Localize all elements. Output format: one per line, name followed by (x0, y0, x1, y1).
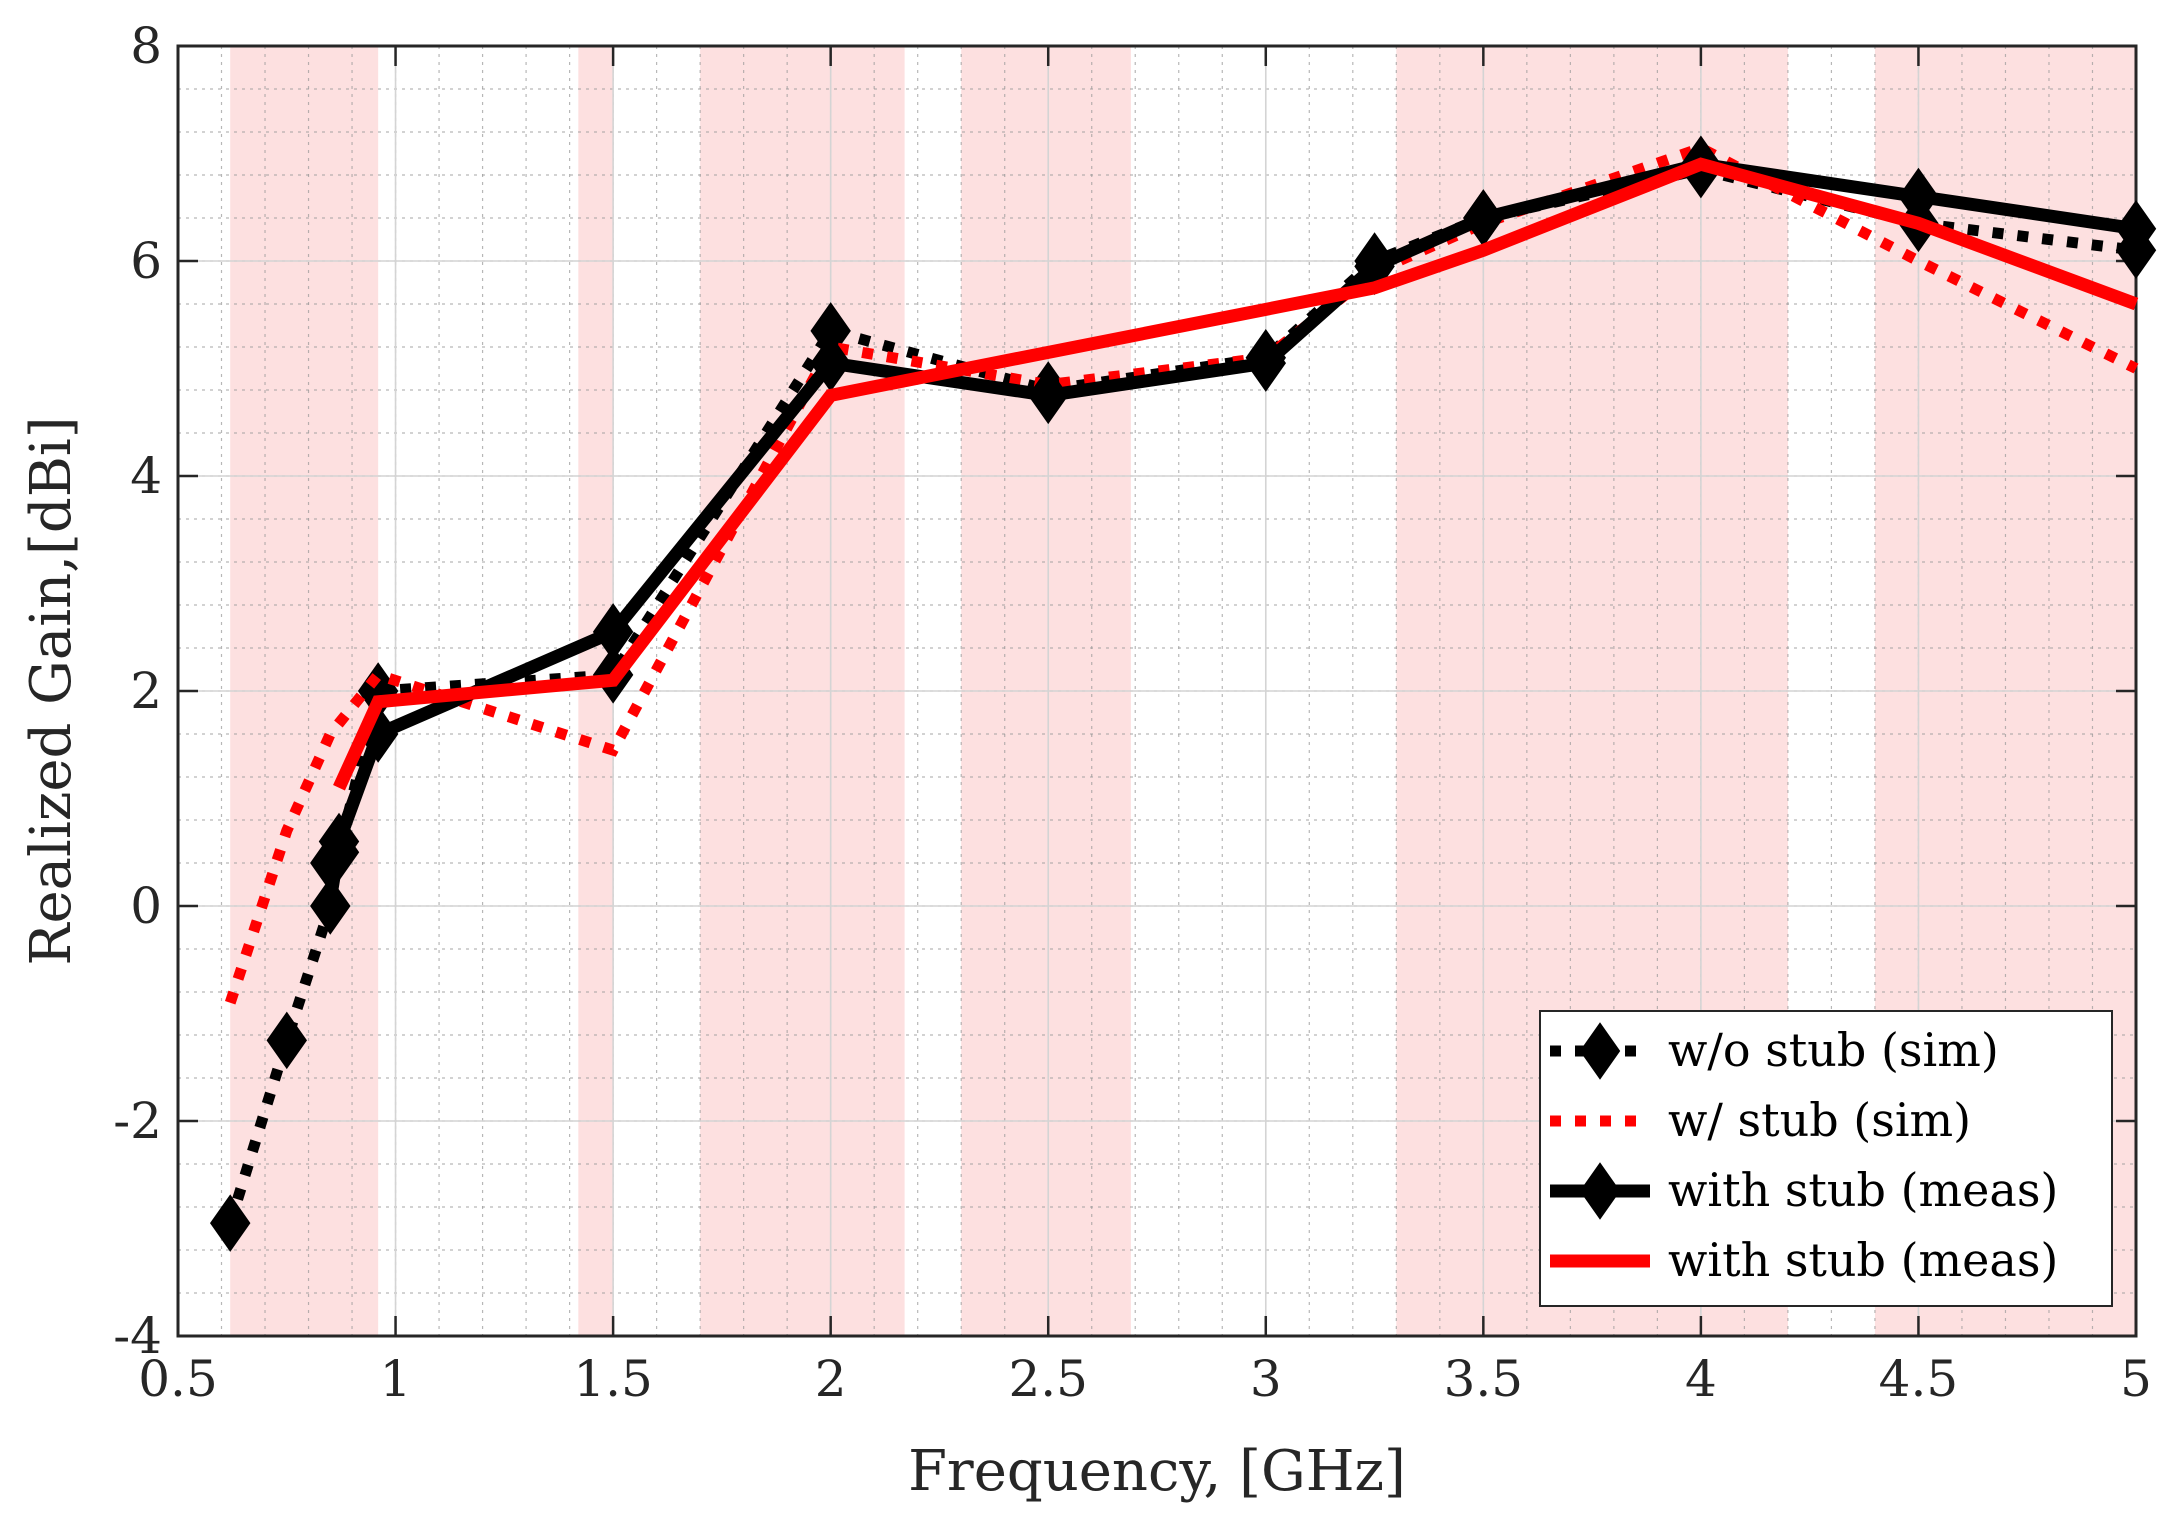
x-tick-label: 2.5 (1008, 1350, 1088, 1408)
y-tick-label: 0 (130, 877, 162, 935)
x-tick-label: 5 (2120, 1350, 2152, 1408)
legend: w/o stub (sim) w/ stub (sim) with stub (me… (1539, 1010, 2113, 1307)
y-tick-label: 8 (130, 17, 162, 75)
y-tick-label: -2 (113, 1092, 162, 1150)
y-tick-labels: -4 -2 0 2 4 6 8 (113, 17, 162, 1365)
series-with-stub-meas-red (333, 157, 2139, 791)
axis-ticks (176, 44, 2138, 1338)
x-tick-label: 0.5 (138, 1350, 218, 1408)
data-point-with-stub-meas-black (592, 603, 634, 661)
x-axis-title: Frequency, [GHz] (908, 1439, 1406, 1504)
data-point-wo-stub-sim (209, 1194, 251, 1252)
series-line-with-stub-meas-red (333, 157, 2139, 791)
data-point-with-stub-meas-black (318, 812, 360, 871)
data-point-wo-stub-sim (310, 877, 351, 935)
legend-entry-wo-stub-sim: w/o stub (sim) (1550, 1022, 1999, 1080)
x-tick-label: 2 (815, 1350, 847, 1408)
x-tick-labels: 0.5 1 1.5 2 2.5 3 3.5 4 4.5 5 (138, 1350, 2152, 1408)
legend-label-with-stub-meas-red: with stub (meas) (1668, 1233, 2058, 1287)
legend-entry-w-stub-sim: w/ stub (sim) (1550, 1093, 1971, 1147)
x-tick-label: 1 (380, 1350, 412, 1408)
legend-marker-with-stub-meas-black (1579, 1162, 1621, 1220)
legend-label-with-stub-meas-black: with stub (meas) (1668, 1163, 2058, 1217)
data-point-wo-stub-sim (266, 1011, 308, 1070)
legend-label-w-stub-sim: w/ stub (sim) (1668, 1093, 1971, 1147)
legend-label-wo-stub-sim: w/o stub (sim) (1668, 1023, 1999, 1077)
y-tick-label: 4 (130, 447, 162, 505)
legend-entry-with-stub-meas-black: with stub (meas) (1550, 1162, 2058, 1220)
data-point-with-stub-meas-black (1245, 334, 1287, 392)
series-w-stub-sim (224, 142, 2139, 1005)
series (209, 135, 2157, 1252)
x-tick-label: 1.5 (573, 1350, 653, 1408)
y-tick-label: 6 (130, 232, 162, 290)
legend-marker-wo-stub-sim (1579, 1022, 1621, 1080)
series-line-w-stub-sim (224, 142, 2139, 1005)
x-tick-label: 4.5 (1879, 1350, 1959, 1408)
legend-entry-with-stub-meas-red: with stub (meas) (1550, 1233, 2058, 1287)
x-tick-label: 3 (1250, 1350, 1282, 1408)
x-tick-label: 4 (1685, 1350, 1717, 1408)
y-axis-title: Realized Gain,[dBi] (19, 416, 84, 965)
data-point-with-stub-meas-black (2115, 200, 2157, 258)
x-tick-label: 3.5 (1444, 1350, 1524, 1408)
y-tick-label: -4 (113, 1307, 162, 1365)
data-point-with-stub-meas-black (1027, 366, 1069, 425)
y-tick-label: 2 (130, 662, 162, 720)
